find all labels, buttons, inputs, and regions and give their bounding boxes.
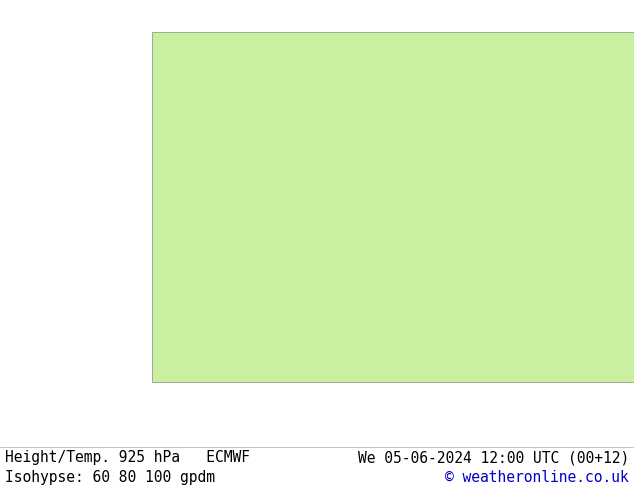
Text: We 05-06-2024 12:00 UTC (00+12): We 05-06-2024 12:00 UTC (00+12) <box>358 450 629 465</box>
Text: Isohypse: 60 80 100 gpdm: Isohypse: 60 80 100 gpdm <box>5 470 215 486</box>
Text: Height/Temp. 925 hPa   ECMWF: Height/Temp. 925 hPa ECMWF <box>5 450 250 465</box>
Text: © weatheronline.co.uk: © weatheronline.co.uk <box>445 470 629 486</box>
Bar <box>152 32 634 382</box>
